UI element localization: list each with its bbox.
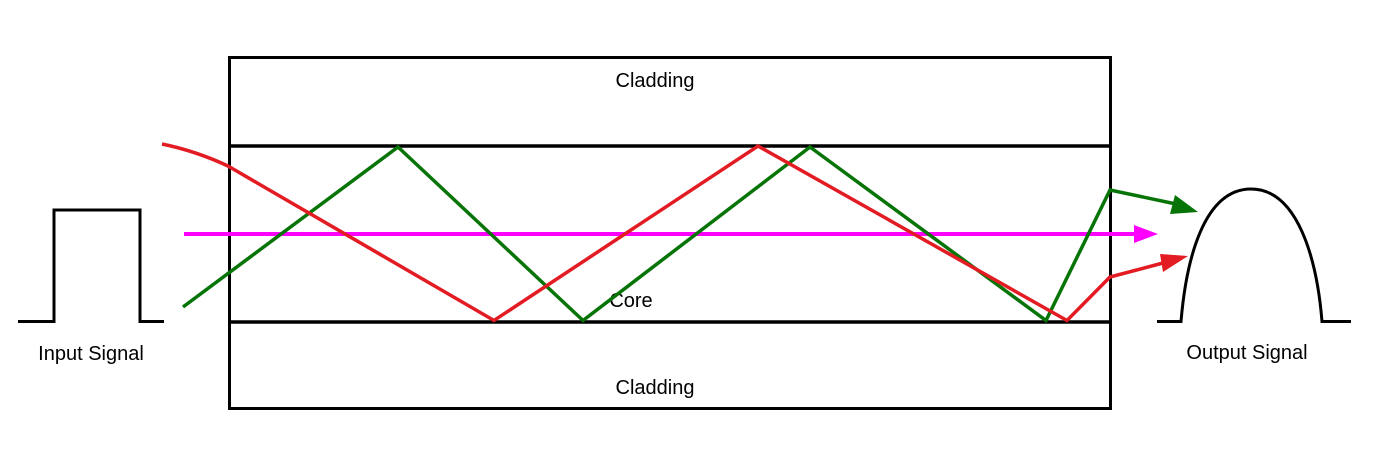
core-label: Core <box>609 290 652 312</box>
cladding-bottom-label: Cladding <box>616 377 695 399</box>
axial-ray-arrowhead-icon <box>1134 225 1158 243</box>
low-order-ray-arrowhead-icon <box>1170 195 1198 214</box>
cladding-top-label: Cladding <box>616 70 695 92</box>
low-order-ray-line <box>181 144 1177 324</box>
output-pulse-waveform <box>1157 187 1351 323</box>
high-order-ray-arrowhead-icon <box>1160 254 1188 272</box>
input-signal-label: Input Signal <box>38 343 144 365</box>
output-signal-label: Output Signal <box>1186 342 1307 364</box>
input-pulse-waveform <box>18 208 164 323</box>
high-order-ray-line <box>161 142 1164 323</box>
